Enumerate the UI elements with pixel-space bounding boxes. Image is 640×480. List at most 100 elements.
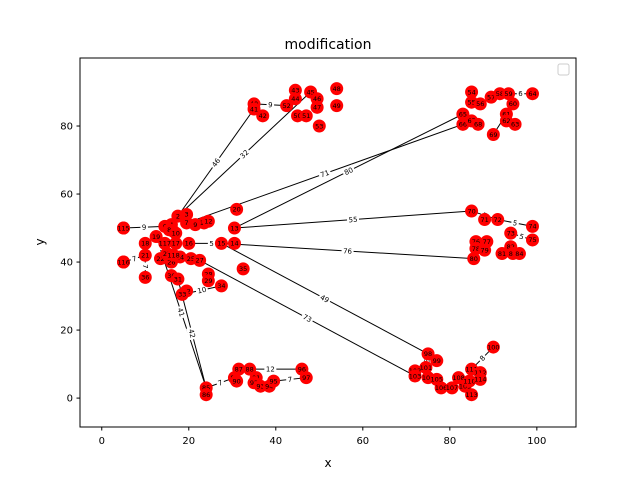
node-label-82: 82 bbox=[507, 243, 515, 251]
x-tick-label: 100 bbox=[527, 436, 546, 447]
edge-weight-background bbox=[186, 326, 198, 341]
x-ticks: 0 20 40 60 80 100 bbox=[99, 427, 546, 447]
y-tick-label: 40 bbox=[60, 258, 73, 269]
node-81 bbox=[495, 247, 509, 261]
node-72 bbox=[491, 213, 505, 227]
edge-weight-background bbox=[208, 155, 224, 171]
node-label-35: 35 bbox=[239, 265, 247, 273]
node-73 bbox=[504, 226, 518, 240]
node-label-71: 71 bbox=[480, 216, 488, 224]
node-52 bbox=[280, 99, 294, 113]
node-110 bbox=[462, 374, 476, 388]
node-label-65: 65 bbox=[459, 110, 467, 118]
node-label-101: 101 bbox=[420, 364, 432, 372]
node-label-30: 30 bbox=[167, 272, 175, 280]
node-34 bbox=[214, 279, 228, 293]
node-label-62: 62 bbox=[502, 117, 510, 125]
x-tick-label: 40 bbox=[269, 436, 282, 447]
node-label-49: 49 bbox=[333, 102, 341, 110]
y-tick-label: 20 bbox=[60, 326, 73, 337]
edge-weight-background bbox=[299, 311, 315, 325]
edge-weight-background bbox=[266, 100, 275, 110]
node-10 bbox=[169, 226, 183, 240]
edge-weight-label: 5 bbox=[423, 358, 432, 364]
node-label-19: 19 bbox=[152, 233, 160, 241]
node-70 bbox=[465, 204, 479, 218]
edge-weight-background bbox=[476, 352, 489, 364]
node-65 bbox=[456, 107, 470, 121]
edge-weight-label: 10 bbox=[197, 286, 207, 296]
node-label-114: 114 bbox=[474, 376, 486, 384]
edge-weight-background bbox=[264, 364, 277, 374]
plot-frame bbox=[79, 57, 577, 428]
edge-weight-background bbox=[341, 246, 354, 256]
node-label-115: 115 bbox=[117, 224, 129, 232]
node-60 bbox=[506, 97, 520, 111]
edge-weight-label-group: 76 bbox=[341, 246, 354, 256]
edge-weight-label-group: 7 bbox=[129, 253, 140, 265]
node-44 bbox=[288, 92, 302, 106]
x-axis-label: x bbox=[324, 456, 331, 470]
y-axis-label: y bbox=[33, 238, 47, 245]
y-tick-label: 60 bbox=[60, 190, 73, 201]
node-label-36: 36 bbox=[141, 274, 149, 282]
x-tick-label: 80 bbox=[443, 436, 456, 447]
edge-weight-label-group: 71 bbox=[317, 167, 332, 180]
node-label-64: 64 bbox=[528, 90, 536, 98]
node-label-23: 23 bbox=[163, 250, 171, 258]
node-103 bbox=[408, 369, 422, 383]
edge-weight-label-group: 5 bbox=[207, 238, 216, 248]
node-53 bbox=[312, 119, 326, 133]
edge-weight-label: 7 bbox=[131, 255, 138, 264]
node-label-117: 117 bbox=[159, 240, 171, 248]
node-18 bbox=[138, 236, 152, 250]
node-label-31: 31 bbox=[174, 275, 182, 283]
edge-weight-background bbox=[175, 305, 188, 320]
node-113 bbox=[465, 388, 479, 402]
node-label-9: 9 bbox=[193, 221, 197, 229]
node-label-90: 90 bbox=[232, 377, 240, 385]
node-86 bbox=[199, 388, 213, 402]
node-19 bbox=[149, 230, 163, 244]
node-label-105: 105 bbox=[431, 376, 443, 384]
node-80 bbox=[467, 252, 481, 266]
node-label-55: 55 bbox=[467, 99, 475, 107]
node-label-109: 109 bbox=[459, 382, 471, 390]
node-51 bbox=[299, 109, 313, 123]
edge-weight-label-group: 73 bbox=[299, 311, 315, 325]
node-label-14: 14 bbox=[230, 240, 238, 248]
node-label-25: 25 bbox=[187, 255, 195, 263]
node-label-17: 17 bbox=[172, 240, 180, 248]
node-label-95: 95 bbox=[269, 377, 277, 385]
edge-weight-label-group: 6 bbox=[516, 89, 525, 99]
edge-weight-label: 7 bbox=[287, 376, 292, 384]
edge-weight-label-group: 7 bbox=[215, 377, 226, 389]
node-label-45: 45 bbox=[306, 88, 314, 96]
node-label-88: 88 bbox=[246, 365, 254, 373]
edge-weight-background bbox=[129, 253, 140, 265]
node-29 bbox=[201, 274, 215, 288]
chart-title: modification bbox=[285, 37, 372, 53]
node-label-53: 53 bbox=[315, 122, 323, 130]
node-label-112: 112 bbox=[474, 369, 486, 377]
node-116 bbox=[117, 255, 131, 269]
node-118 bbox=[167, 248, 181, 262]
edge-weight-background bbox=[285, 374, 295, 385]
node-label-7: 7 bbox=[185, 219, 189, 227]
node-label-77: 77 bbox=[483, 238, 491, 246]
node-label-20: 20 bbox=[232, 206, 240, 214]
edge-weight-label-group: 8 bbox=[476, 352, 489, 364]
node-label-116: 116 bbox=[117, 258, 129, 266]
node-label-41: 41 bbox=[250, 105, 258, 113]
node-99 bbox=[430, 354, 444, 368]
node-label-93: 93 bbox=[256, 382, 264, 390]
node-label-8: 8 bbox=[167, 226, 171, 234]
node-35 bbox=[236, 262, 250, 276]
edge-weight-label: 41 bbox=[175, 307, 185, 318]
node-label-83: 83 bbox=[509, 250, 517, 258]
node-label-56: 56 bbox=[476, 100, 484, 108]
node-label-2: 2 bbox=[176, 212, 180, 220]
x-tick-label: 20 bbox=[182, 436, 195, 447]
node-label-85: 85 bbox=[202, 384, 210, 392]
node-label-48: 48 bbox=[333, 85, 341, 93]
